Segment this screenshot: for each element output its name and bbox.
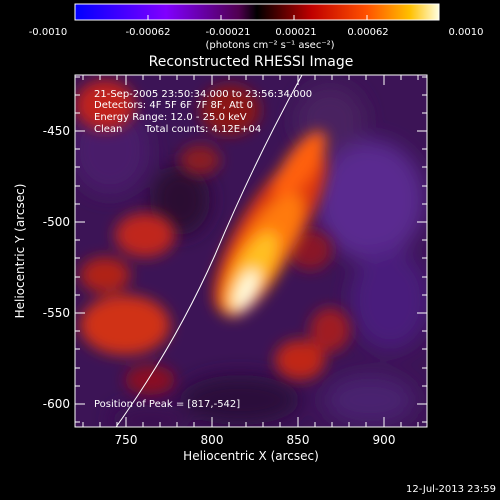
x-axis-label: Heliocentric X (arcsec) bbox=[183, 449, 319, 463]
colorbar-tick-label: -0.00021 bbox=[206, 27, 251, 38]
annotation-peak-position: Position of Peak = [817,-542] bbox=[94, 399, 240, 410]
solar-limb-curve bbox=[115, 75, 303, 427]
y-tick-label: -550 bbox=[43, 306, 70, 320]
x-tick-label: 900 bbox=[373, 433, 396, 447]
x-tick-label: 850 bbox=[287, 433, 310, 447]
colorbar bbox=[74, 3, 440, 21]
x-axis-ticks bbox=[82, 75, 419, 427]
annotation-energy-range: Energy Range: 12.0 - 25.0 keV bbox=[94, 112, 247, 123]
annotation-clean: Clean bbox=[94, 124, 122, 135]
annotation-time-range: 21-Sep-2005 23:50:34.000 to 23:56:34.000 bbox=[94, 89, 312, 100]
colorbar-tick-label: 0.00062 bbox=[347, 27, 388, 38]
y-axis-ticks bbox=[75, 76, 427, 423]
footer-timestamp: 12-Jul-2013 23:59 bbox=[406, 484, 496, 495]
colorbar-tick-label: -0.0010 bbox=[29, 27, 68, 38]
colorbar-ticks bbox=[74, 15, 440, 20]
annotation-total-counts: Total counts: 4.12E+04 bbox=[144, 124, 261, 135]
y-axis-label: Heliocentric Y (arcsec) bbox=[13, 184, 27, 319]
y-tick-label: -600 bbox=[43, 397, 70, 411]
x-tick-label: 800 bbox=[201, 433, 224, 447]
colorbar-tick-label: -0.00062 bbox=[126, 27, 171, 38]
y-tick-label: -450 bbox=[43, 124, 70, 138]
heatmap-image bbox=[75, 75, 427, 427]
y-tick-label: -500 bbox=[43, 215, 70, 229]
colorbar-tick-label: 0.0010 bbox=[449, 27, 484, 38]
colorbar-tick-label: 0.00021 bbox=[275, 27, 316, 38]
plot-frame bbox=[74, 74, 428, 428]
colorbar-unit-label: (photons cm⁻² s⁻¹ asec⁻²) bbox=[205, 40, 334, 51]
x-tick-label: 750 bbox=[115, 433, 138, 447]
chart-title: Reconstructed RHESSI Image bbox=[149, 54, 354, 70]
annotation-detectors: Detectors: 4F 5F 6F 7F 8F, Att 0 bbox=[94, 100, 253, 111]
